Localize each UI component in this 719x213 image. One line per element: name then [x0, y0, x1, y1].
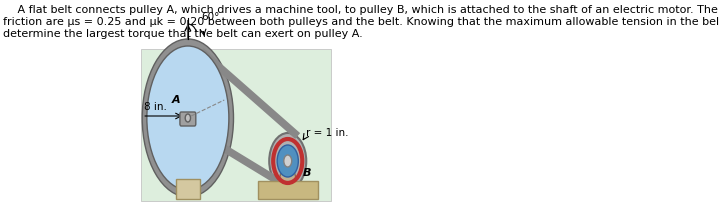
Text: A flat belt connects pulley A, which drives a machine tool, to pulley B, which i: A flat belt connects pulley A, which dri…: [6, 5, 719, 15]
Circle shape: [186, 114, 191, 122]
Text: 8 in.: 8 in.: [144, 102, 166, 112]
Circle shape: [269, 133, 306, 189]
Text: friction are μs = 0.25 and μk = 0.20 between both pulleys and the belt. Knowing : friction are μs = 0.25 and μk = 0.20 bet…: [3, 17, 719, 27]
Text: A: A: [172, 95, 180, 105]
Text: 60°: 60°: [201, 12, 219, 22]
Bar: [176, 179, 200, 199]
Bar: [258, 181, 318, 199]
Text: determine the largest torque that the belt can exert on pulley A.: determine the largest torque that the be…: [3, 29, 362, 39]
Ellipse shape: [147, 46, 229, 190]
Bar: [141, 49, 331, 201]
Circle shape: [284, 155, 292, 167]
Ellipse shape: [142, 39, 234, 197]
FancyBboxPatch shape: [180, 112, 196, 126]
Text: B: B: [302, 168, 311, 178]
Text: r = 1 in.: r = 1 in.: [306, 128, 349, 138]
Circle shape: [277, 145, 298, 177]
Circle shape: [280, 167, 296, 191]
